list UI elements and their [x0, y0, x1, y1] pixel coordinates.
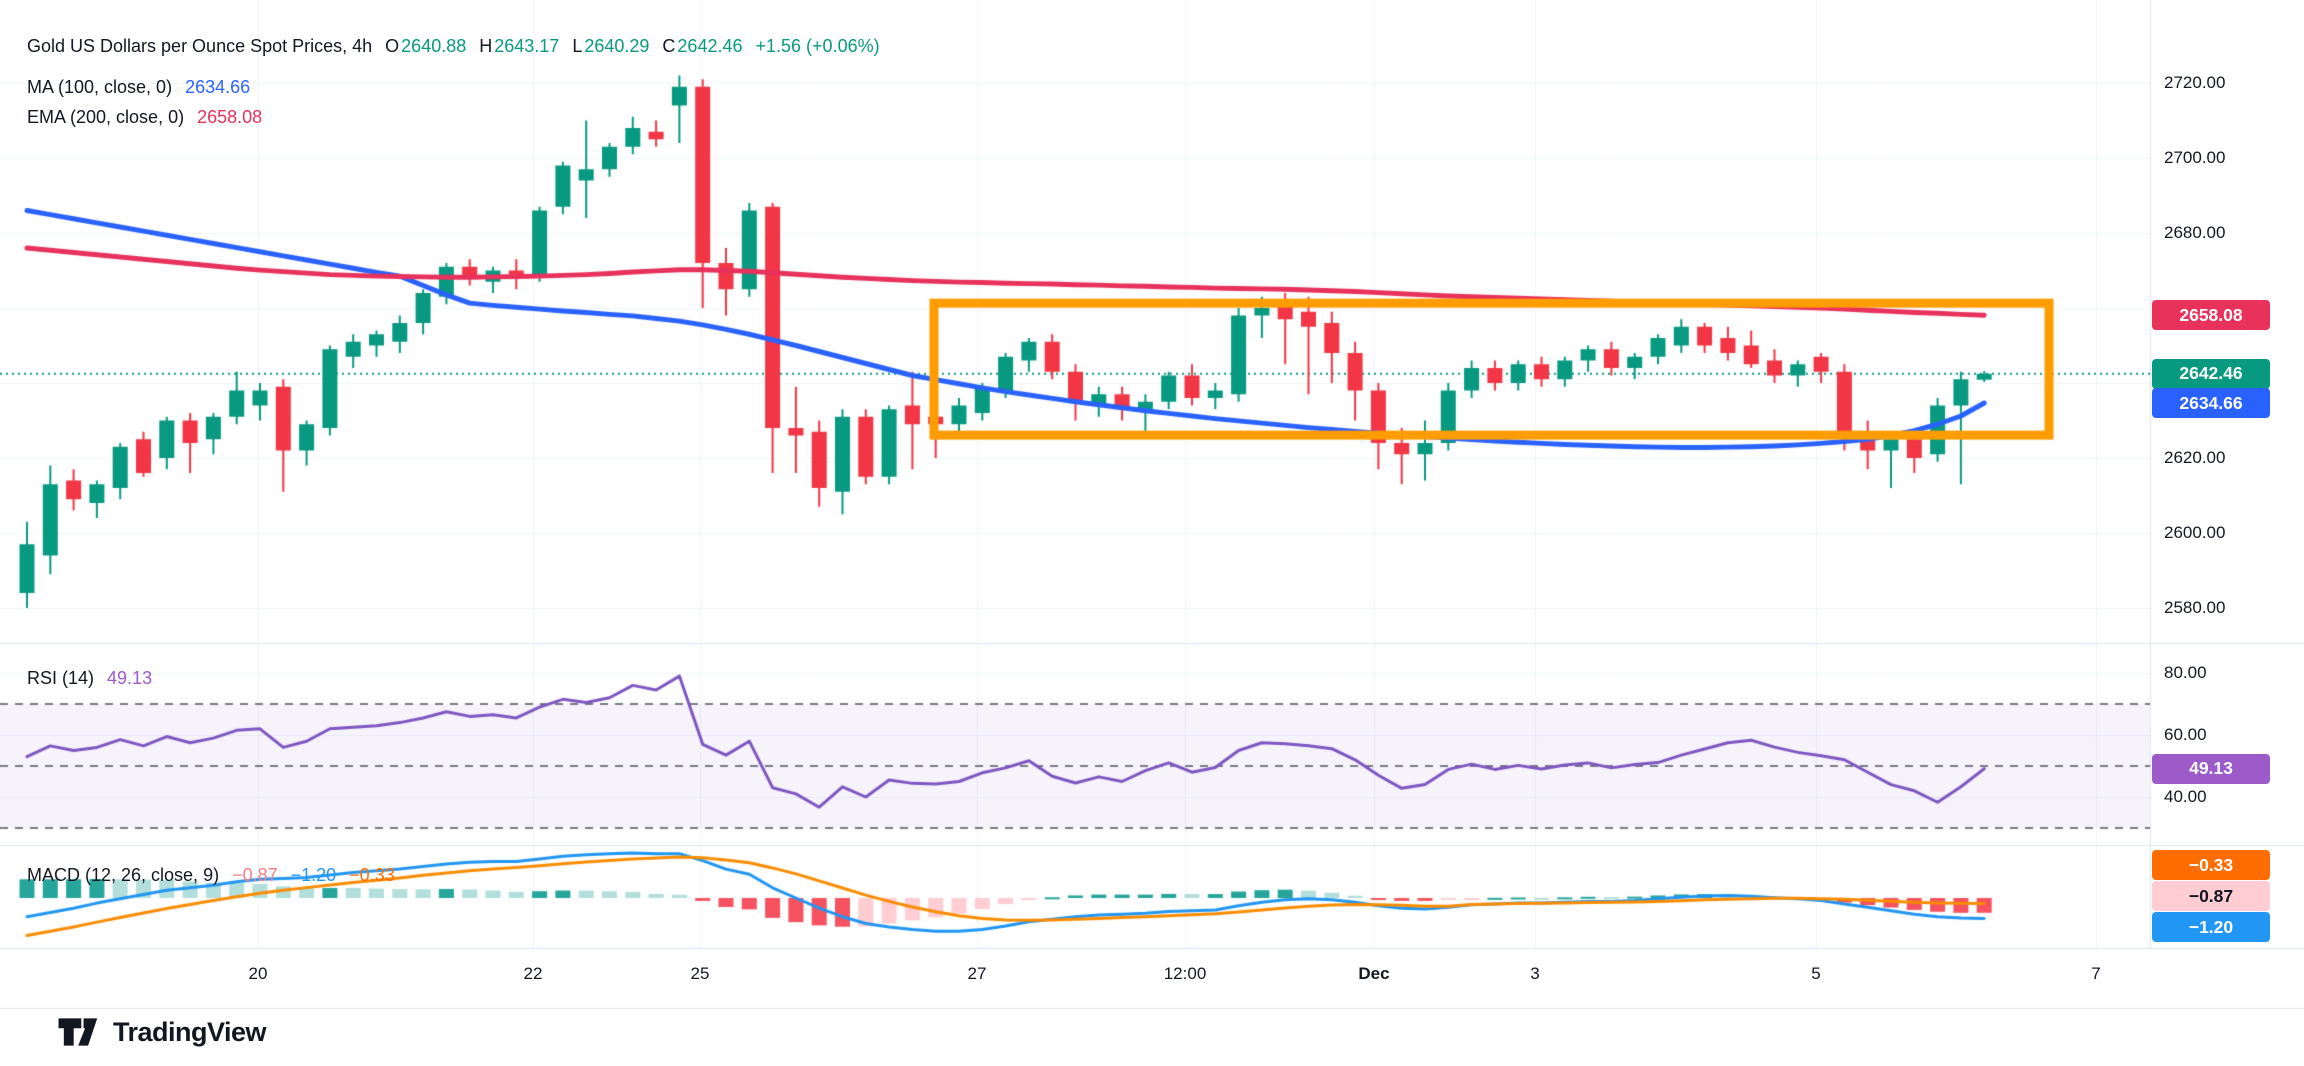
time-axis-label: 12:00	[1163, 964, 1207, 983]
main-legend[interactable]: Gold US Dollars per Ounce Spot Prices, 4…	[27, 37, 880, 55]
rsi-axis-label: 40.00	[2164, 787, 2207, 806]
ma-value: 2634.66	[185, 77, 251, 97]
close-value: C 2642.46	[662, 36, 743, 56]
macd-line-value: −1.20	[290, 865, 337, 885]
price-axis-label: 2700.00	[2164, 148, 2226, 167]
rsi-legend[interactable]: RSI (14) 49.13	[27, 669, 152, 687]
macd-value-badge: −0.33	[2152, 850, 2270, 880]
macd-value-badge: −1.20	[2152, 912, 2270, 942]
rsi-value-badge: 49.13	[2152, 753, 2270, 784]
rsi-label: RSI (14)	[27, 668, 95, 688]
time-axis-label: 20	[248, 964, 268, 983]
price-axis-label: 2620.00	[2164, 448, 2226, 467]
time-axis-label: 27	[967, 964, 987, 983]
macd-legend[interactable]: MACD (12, 26, close, 9) −0.87 −1.20 −0.3…	[27, 866, 395, 884]
time-axis-label: Dec	[1358, 964, 1390, 983]
time-axis-label: 3	[1530, 964, 1540, 983]
time-axis-label: 5	[1811, 964, 1821, 983]
ema-price-badge: 2658.08	[2152, 300, 2270, 331]
ma-price-badge: 2634.66	[2152, 388, 2270, 419]
high-value: H 2643.17	[479, 36, 560, 56]
tradingview-logo-text: TradingView	[113, 1016, 267, 1047]
ma-label: MA (100, close, 0)	[27, 77, 173, 97]
macd-signal-value: −0.33	[349, 865, 395, 885]
symbol-title: Gold US Dollars per Ounce Spot Prices, 4…	[27, 36, 373, 56]
time-axis-label: 22	[523, 964, 543, 983]
ema-label: EMA (200, close, 0)	[27, 107, 185, 127]
ma-legend[interactable]: MA (100, close, 0) 2634.66	[27, 78, 250, 96]
time-axis-label: 25	[690, 964, 710, 983]
change-value: +1.56 (+0.06%)	[755, 36, 880, 56]
ema-value: 2658.08	[197, 107, 263, 127]
tradingview-logo[interactable]: TradingView	[57, 1012, 267, 1052]
low-value: L 2640.29	[572, 36, 650, 56]
macd-hist-value: −0.87	[232, 865, 278, 885]
macd-label: MACD (12, 26, close, 9)	[27, 865, 220, 885]
macd-value-badge: −0.87	[2152, 881, 2270, 911]
ema-legend[interactable]: EMA (200, close, 0) 2658.08	[27, 108, 262, 126]
rsi-value: 49.13	[107, 668, 153, 688]
tradingview-logo-icon	[58, 1018, 98, 1046]
rsi-axis-label: 60.00	[2164, 725, 2207, 744]
last-price-badge: 2642.46	[2152, 358, 2270, 389]
price-axis-label: 2600.00	[2164, 523, 2226, 542]
time-axis-label: 7	[2091, 964, 2101, 983]
price-axis-label: 2680.00	[2164, 223, 2226, 242]
rsi-axis-label: 80.00	[2164, 663, 2207, 682]
price-axis-label: 2720.00	[2164, 73, 2226, 92]
price-axis-label: 2580.00	[2164, 598, 2226, 617]
open-value: O 2640.88	[385, 36, 467, 56]
